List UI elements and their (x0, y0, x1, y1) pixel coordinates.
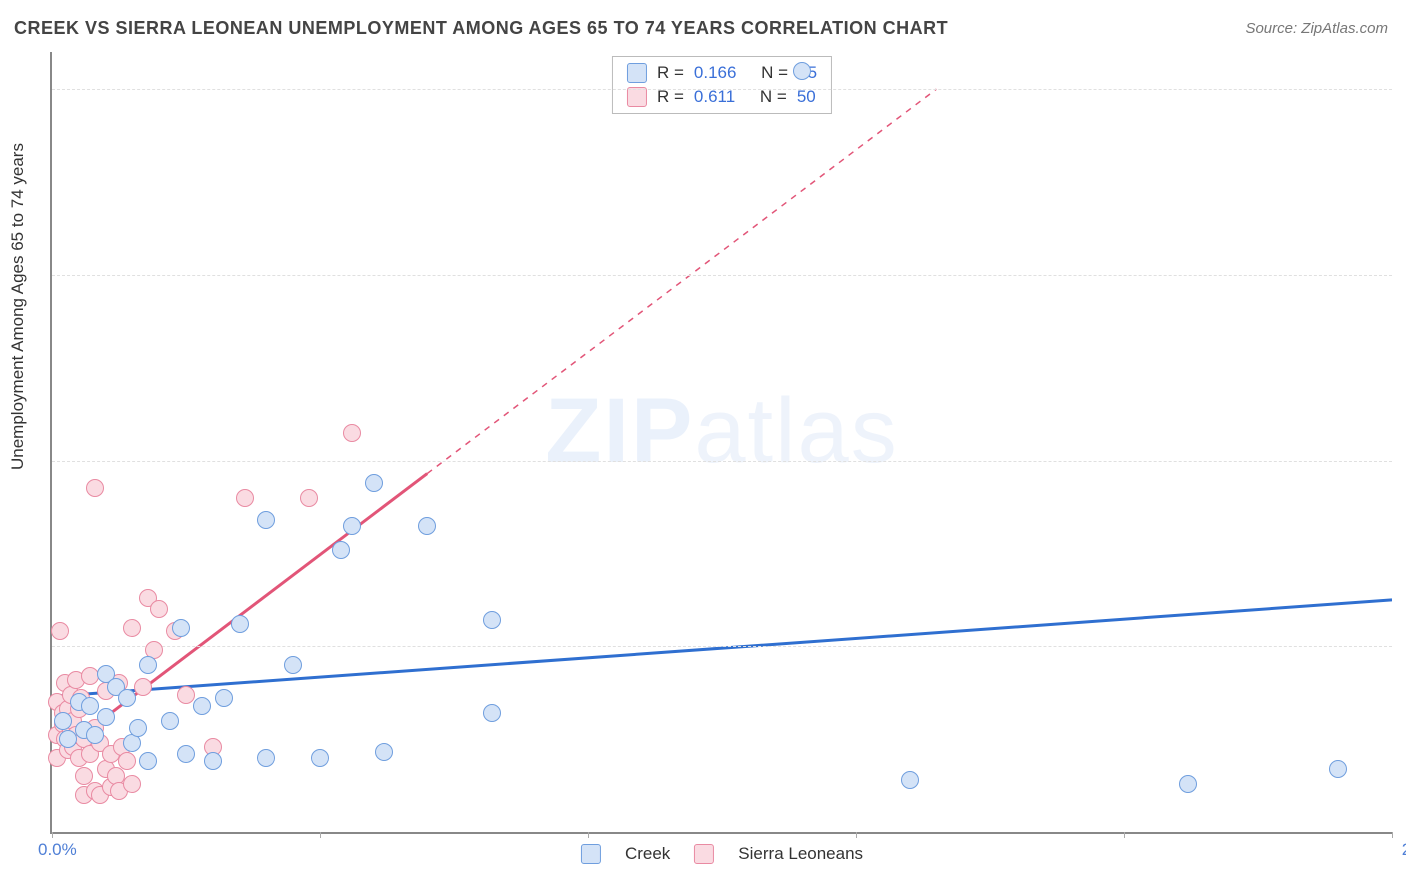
data-point (139, 752, 157, 770)
chart-title: CREEK VS SIERRA LEONEAN UNEMPLOYMENT AMO… (14, 18, 948, 39)
x-tick (52, 832, 53, 838)
data-point (236, 489, 254, 507)
data-point (215, 689, 233, 707)
data-point (129, 719, 147, 737)
r-value: 0.166 (694, 63, 737, 83)
gridline (52, 646, 1392, 647)
y-tick-label: 30.0% (1402, 265, 1406, 285)
y-tick-label: 40.0% (1402, 79, 1406, 99)
data-point (1329, 760, 1347, 778)
data-point (204, 752, 222, 770)
data-point (311, 749, 329, 767)
data-point (86, 726, 104, 744)
data-point (54, 712, 72, 730)
trend-line (427, 89, 936, 473)
data-point (418, 517, 436, 535)
data-point (86, 479, 104, 497)
x-tick-label: 25.0% (1402, 840, 1406, 860)
data-point (1179, 775, 1197, 793)
data-point (150, 600, 168, 618)
legend-row: R = 0.166 N = 35 (623, 61, 821, 85)
data-point (118, 752, 136, 770)
data-point (257, 749, 275, 767)
data-point (901, 771, 919, 789)
gridline (52, 275, 1392, 276)
data-point (365, 474, 383, 492)
series-label: Creek (625, 844, 670, 864)
data-point (375, 743, 393, 761)
data-point (193, 697, 211, 715)
data-point (123, 619, 141, 637)
data-point (123, 775, 141, 793)
data-point (300, 489, 318, 507)
plot-area: ZIPatlas R = 0.166 N = 35 R = 0.611 N = … (50, 52, 1392, 834)
x-tick (1392, 832, 1393, 838)
data-point (343, 424, 361, 442)
data-point (483, 611, 501, 629)
data-point (332, 541, 350, 559)
data-point (343, 517, 361, 535)
gridline (52, 461, 1392, 462)
data-point (793, 62, 811, 80)
data-point (118, 689, 136, 707)
watermark: ZIPatlas (545, 379, 898, 484)
data-point (51, 622, 69, 640)
y-tick-label: 10.0% (1402, 636, 1406, 656)
trend-line (52, 600, 1392, 697)
x-tick-label: 0.0% (38, 840, 77, 860)
watermark-thin: atlas (694, 380, 898, 482)
gridline (52, 89, 1392, 90)
x-tick (1124, 832, 1125, 838)
x-tick (588, 832, 589, 838)
data-point (231, 615, 249, 633)
watermark-bold: ZIP (545, 380, 694, 482)
data-point (177, 745, 195, 763)
n-label: N = (761, 63, 788, 83)
x-tick (320, 832, 321, 838)
data-point (81, 697, 99, 715)
x-tick (856, 832, 857, 838)
y-axis-label: Unemployment Among Ages 65 to 74 years (8, 143, 28, 470)
r-label: R = (657, 63, 684, 83)
source-label: Source: ZipAtlas.com (1245, 20, 1388, 37)
data-point (139, 656, 157, 674)
y-tick-label: 20.0% (1402, 451, 1406, 471)
legend-swatch-icon (694, 844, 714, 864)
data-point (483, 704, 501, 722)
data-point (161, 712, 179, 730)
data-point (59, 730, 77, 748)
legend-swatch-icon (581, 844, 601, 864)
series-label: Sierra Leoneans (738, 844, 863, 864)
data-point (97, 708, 115, 726)
series-legend: Creek Sierra Leoneans (581, 844, 863, 864)
data-point (284, 656, 302, 674)
data-point (134, 678, 152, 696)
legend-swatch-icon (627, 63, 647, 83)
data-point (177, 686, 195, 704)
chart-container: CREEK VS SIERRA LEONEAN UNEMPLOYMENT AMO… (0, 0, 1406, 892)
data-point (172, 619, 190, 637)
trend-lines-layer (52, 52, 1392, 832)
data-point (257, 511, 275, 529)
